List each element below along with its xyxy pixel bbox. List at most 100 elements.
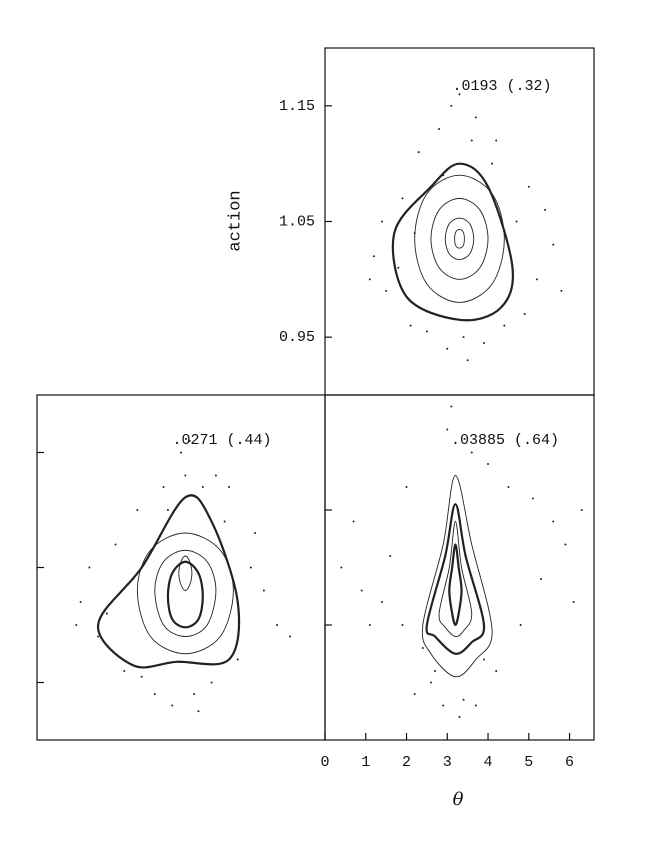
point <box>368 278 371 281</box>
point <box>564 543 567 546</box>
point <box>166 509 169 511</box>
point <box>495 670 498 672</box>
point <box>580 509 583 511</box>
point <box>210 681 213 684</box>
panel-label: .0193 (.32) <box>452 78 551 95</box>
point <box>397 266 400 269</box>
contour <box>448 543 463 627</box>
panel-label: .0271 (.44) <box>172 432 271 449</box>
y-tick-label: 1.05 <box>279 213 315 230</box>
point <box>482 658 485 661</box>
point <box>438 127 441 130</box>
point <box>88 566 91 569</box>
point <box>228 486 230 488</box>
point <box>184 474 187 477</box>
point <box>527 185 530 188</box>
point <box>446 347 449 350</box>
point <box>153 693 156 695</box>
point <box>429 681 432 684</box>
point <box>223 520 226 523</box>
point <box>417 151 420 154</box>
point <box>523 313 526 316</box>
point <box>188 440 191 442</box>
point <box>401 624 404 626</box>
point <box>262 589 265 592</box>
point <box>458 716 461 718</box>
point <box>421 647 424 649</box>
contour <box>430 197 489 280</box>
point <box>450 104 453 107</box>
point <box>470 139 473 142</box>
point <box>401 197 404 200</box>
y-tick-label: 1.15 <box>279 98 315 115</box>
point <box>540 578 543 580</box>
x-tick-label: 6 <box>565 754 574 771</box>
point <box>180 451 182 454</box>
point <box>560 289 563 292</box>
point <box>470 451 473 454</box>
point <box>495 139 498 142</box>
point <box>389 555 392 557</box>
point <box>140 675 143 678</box>
x-tick-label: 2 <box>402 754 411 771</box>
contour <box>391 162 515 322</box>
point <box>474 704 477 707</box>
point <box>515 220 518 223</box>
point <box>276 624 278 626</box>
point <box>531 497 534 500</box>
point <box>249 566 252 569</box>
point <box>193 693 196 695</box>
contour <box>421 475 493 678</box>
panel-frame <box>324 394 595 741</box>
contour <box>444 217 475 261</box>
point <box>79 601 82 603</box>
x-tick-label: 0 <box>320 754 329 771</box>
point <box>482 341 485 344</box>
point <box>535 278 538 281</box>
point <box>544 208 547 211</box>
point <box>446 428 449 431</box>
point <box>114 543 117 546</box>
contour <box>425 503 486 655</box>
point <box>503 324 506 327</box>
contour <box>454 229 465 249</box>
contour <box>166 560 204 629</box>
point <box>171 704 174 707</box>
point <box>409 324 412 327</box>
point <box>368 624 371 626</box>
y-axis-label: action <box>226 190 245 251</box>
point <box>519 624 522 626</box>
contour <box>96 494 241 669</box>
point <box>405 486 408 488</box>
point <box>552 243 555 246</box>
point <box>381 601 384 603</box>
point <box>385 289 388 292</box>
point <box>434 670 437 672</box>
contour <box>178 555 193 591</box>
contour <box>414 174 505 303</box>
point <box>425 330 428 333</box>
point <box>214 474 217 477</box>
point <box>381 220 384 223</box>
panel-label: .03885 (.64) <box>451 432 559 449</box>
point <box>462 698 465 701</box>
y-tick-label: 0.95 <box>279 329 315 346</box>
x-tick-label: 5 <box>524 754 533 771</box>
point <box>197 710 200 713</box>
x-tick-label: 4 <box>484 754 493 771</box>
point <box>289 635 292 638</box>
contour <box>136 532 234 655</box>
point <box>413 232 416 235</box>
point <box>474 116 477 119</box>
point <box>75 624 78 626</box>
point <box>123 670 126 672</box>
point <box>372 255 375 258</box>
point <box>507 486 510 488</box>
point <box>442 174 445 177</box>
point <box>105 612 108 615</box>
x-tick-label: 1 <box>361 754 370 771</box>
point <box>458 93 461 96</box>
point <box>136 509 139 511</box>
point <box>491 162 494 165</box>
